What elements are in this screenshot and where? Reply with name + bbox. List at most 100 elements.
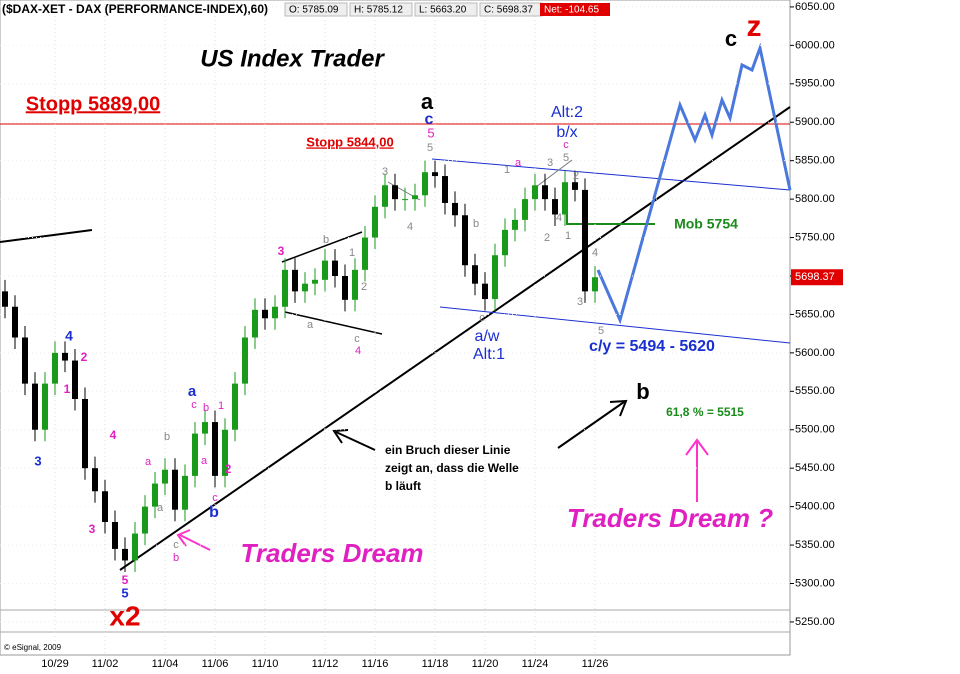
candle-body <box>72 360 78 399</box>
annotation: 3 <box>547 157 553 169</box>
trend-line <box>0 229 93 243</box>
plot-area <box>0 0 791 656</box>
candle-body <box>462 215 468 266</box>
annotation: b <box>323 234 329 246</box>
candle-body <box>82 398 88 469</box>
price-tag <box>791 269 843 286</box>
annotation: c <box>173 539 179 551</box>
x-tick-label: 11/24 <box>522 658 549 670</box>
triangle-line <box>281 231 363 263</box>
candle-body <box>112 522 118 549</box>
annotation: 2 <box>361 281 367 293</box>
net-box <box>540 3 610 16</box>
x-tick-label: 11/26 <box>582 658 609 670</box>
x-tick-label: 11/20 <box>472 658 499 670</box>
annotation: Traders Dream ? <box>567 503 773 533</box>
channel-line <box>439 306 791 344</box>
candle-body <box>52 352 58 384</box>
candle-body <box>542 185 548 200</box>
x-tick-label: 10/29 <box>41 658 69 670</box>
triangle-line <box>284 311 383 335</box>
candle-body <box>352 269 358 300</box>
annotation: 2 <box>225 462 232 476</box>
annotation: 5 <box>563 152 569 164</box>
quote: H: 5785.12 <box>354 5 403 16</box>
candle-body <box>442 176 448 203</box>
annotation: 3 <box>34 453 41 468</box>
y-tick-label: 5450.00 <box>795 462 835 474</box>
y-tick-label: 5500.00 <box>795 424 835 436</box>
candle-body <box>232 383 238 430</box>
candle-body <box>212 422 218 476</box>
annotation: 5 <box>598 325 604 337</box>
candle-body <box>142 506 148 534</box>
candle-body <box>192 433 198 476</box>
candle-body <box>172 469 178 510</box>
candle-body <box>262 309 268 319</box>
y-tick-label: 5400.00 <box>795 501 835 513</box>
annotation: 4 <box>592 247 598 259</box>
annotation: c <box>425 111 434 128</box>
candle-body <box>422 172 428 196</box>
y-tick-label: 5350.00 <box>795 539 835 551</box>
candle-body <box>62 352 68 361</box>
candle-body <box>492 255 498 300</box>
y-tick-label: 5950.00 <box>795 78 835 90</box>
candle-body <box>592 277 598 292</box>
annotation: b <box>203 402 209 414</box>
candle-body <box>402 199 408 201</box>
quote-box <box>414 2 478 17</box>
candle-body <box>512 219 518 230</box>
annotation: 4 <box>355 345 361 357</box>
candle-body <box>282 269 288 307</box>
annotation: c <box>725 26 737 51</box>
annotation: a <box>515 157 522 169</box>
annotation: c <box>354 333 360 345</box>
candle-body <box>502 229 508 256</box>
annotation: 5 <box>121 585 128 600</box>
annotation: b läuft <box>385 479 421 493</box>
annotation: 1 <box>64 382 71 396</box>
candle-body <box>432 172 438 177</box>
y-tick-label: 5250.00 <box>795 616 835 628</box>
candle-body <box>2 291 8 307</box>
quote-box <box>349 2 413 17</box>
trend-line <box>119 106 791 571</box>
chart-title: ($DAX-XET - DAX (PERFORMANCE-INDEX),60) <box>2 2 268 16</box>
candle-body <box>342 275 348 300</box>
quote: O: 5785.09 <box>289 5 339 16</box>
arrow-head <box>332 429 349 444</box>
annotation: a <box>201 455 208 467</box>
annotation: 1 <box>504 164 510 176</box>
quote: L: 5663.20 <box>419 5 467 16</box>
y-tick-label: 5550.00 <box>795 385 835 397</box>
y-tick-label: 5600.00 <box>795 347 835 359</box>
annotation: a <box>145 456 152 468</box>
annotation: a <box>421 89 434 114</box>
candle-body <box>382 185 388 207</box>
candle-body <box>572 182 578 190</box>
annotation: b <box>164 431 170 443</box>
arrow-head <box>609 399 628 417</box>
annotation: b <box>473 218 479 230</box>
y-tick-label: 5900.00 <box>795 116 835 128</box>
annotation: 2 <box>544 232 550 244</box>
net: Net: -104.65 <box>544 5 599 16</box>
annotation: 4 <box>556 212 562 224</box>
annotation: 1 <box>565 230 571 242</box>
candle-body <box>302 283 308 292</box>
annotation: c/y = 5494 - 5620 <box>589 338 715 355</box>
quote-box <box>284 2 348 17</box>
price-tag-label: 5698.37 <box>795 271 835 283</box>
x-tick-label: 11/02 <box>92 658 119 670</box>
y-tick-label: 5850.00 <box>795 155 835 167</box>
candle-body <box>482 283 488 300</box>
x-tick-label: 11/04 <box>152 658 179 670</box>
annotation: 4 <box>110 428 117 442</box>
arrow <box>557 401 625 449</box>
x-tick-label: 11/12 <box>312 658 339 670</box>
quote: C: 5698.37 <box>484 5 533 16</box>
y-tick-label: 5300.00 <box>795 577 835 589</box>
candle-body <box>162 469 168 484</box>
